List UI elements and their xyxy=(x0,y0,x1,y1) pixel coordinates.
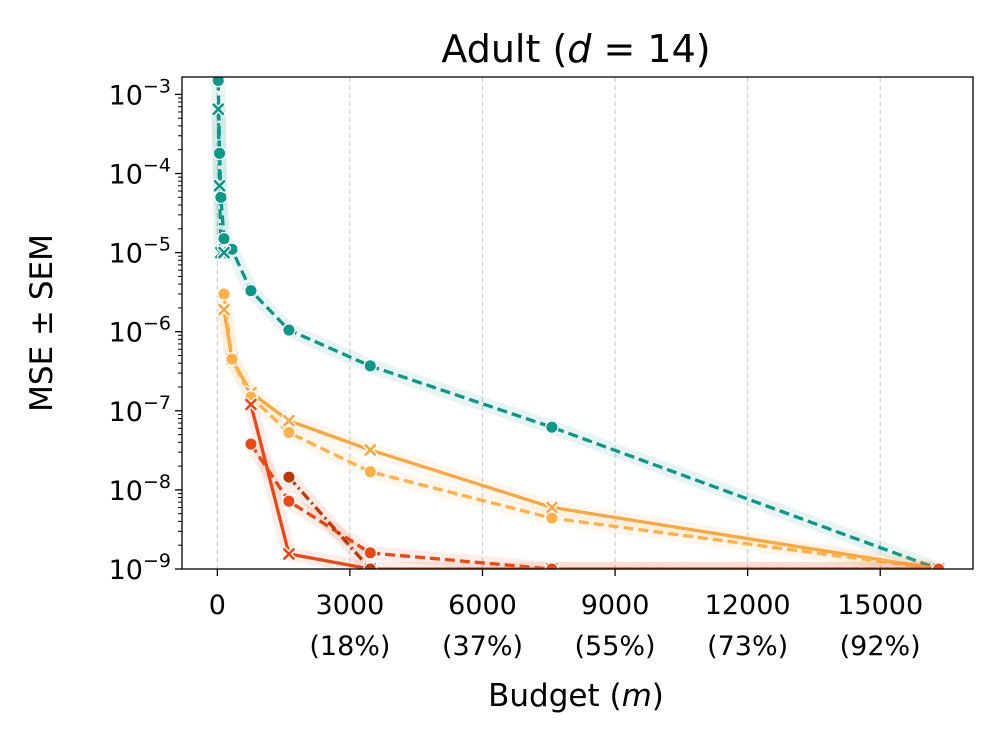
y-axis-title: MSE ± SEM xyxy=(24,234,60,412)
plot-frame xyxy=(181,76,974,570)
data-point xyxy=(282,323,296,337)
x-marker xyxy=(212,103,225,116)
x-marker xyxy=(213,179,226,192)
x-tick-label: 0 xyxy=(209,590,226,621)
data-point xyxy=(244,437,258,451)
y-tick-exponent: −9 xyxy=(143,550,171,572)
y-tick-base: 10 xyxy=(109,555,143,586)
y-tick-base: 10 xyxy=(109,160,143,191)
x-marker xyxy=(283,414,295,427)
data-point xyxy=(211,77,226,88)
title-variable: d xyxy=(567,27,592,71)
xlabel-suffix: ) xyxy=(652,678,664,714)
y-tick-base: 10 xyxy=(109,476,143,507)
x-tick-label: 6000 xyxy=(448,590,517,621)
data-point xyxy=(211,102,226,117)
x-tick-percent: (37%) xyxy=(442,631,523,662)
data-point xyxy=(363,464,378,479)
data-point xyxy=(545,420,559,435)
y-tick-exponent: −7 xyxy=(143,392,171,414)
y-tick-label: 10−9 xyxy=(109,550,171,586)
y-axis: 10−310−410−510−610−710−810−9 xyxy=(109,75,182,586)
data-point xyxy=(243,397,259,412)
x-tick-label: 9000 xyxy=(581,590,650,621)
x-axis-title: Budget (m) xyxy=(488,678,664,714)
data-point xyxy=(282,470,296,484)
data-point xyxy=(544,500,560,515)
xlabel-prefix: Budget ( xyxy=(488,678,621,714)
data-point xyxy=(363,442,378,458)
x-tick-percent: (73%) xyxy=(707,631,788,662)
x-marker xyxy=(545,501,558,514)
y-tick-label: 10−4 xyxy=(109,155,171,191)
data-point xyxy=(212,178,227,193)
y-tick-label: 10−8 xyxy=(109,471,171,507)
data-point xyxy=(225,352,239,366)
y-tick-exponent: −3 xyxy=(143,75,171,97)
title-suffix: = 14) xyxy=(591,27,710,71)
data-point xyxy=(281,413,297,428)
x-marker xyxy=(245,398,257,411)
title-prefix: Adult ( xyxy=(441,27,567,71)
y-tick-base: 10 xyxy=(109,397,143,428)
data-point xyxy=(244,283,258,298)
x-axis: 0 3000 (18%) 6000 (37%) 9000 (55%) 12000 (73%) 15… xyxy=(209,569,923,662)
data-point xyxy=(217,287,231,301)
xlabel-variable: m xyxy=(622,678,652,714)
data-point xyxy=(363,546,378,560)
y-tick-label: 10−7 xyxy=(109,392,171,428)
x-marker xyxy=(364,444,377,456)
x-tick-percent: (55%) xyxy=(575,631,656,662)
x-marker xyxy=(218,246,230,259)
data-point xyxy=(216,302,232,317)
y-tick-base: 10 xyxy=(109,80,143,111)
marker-layer xyxy=(211,77,946,569)
data-point xyxy=(281,546,297,562)
data-point xyxy=(282,425,296,440)
data-point xyxy=(363,359,378,373)
data-point xyxy=(217,231,231,246)
y-tick-exponent: −6 xyxy=(143,313,171,335)
x-tick-label: 15000 xyxy=(837,590,923,621)
chart-title: Adult (d = 14) xyxy=(441,27,710,71)
y-tick-label: 10−6 xyxy=(109,313,171,349)
y-tick-exponent: −4 xyxy=(143,155,171,177)
series-line xyxy=(249,404,939,569)
x-tick-label: 3000 xyxy=(316,590,385,621)
data-point xyxy=(545,511,559,525)
series-line xyxy=(287,476,372,569)
x-tick-percent: (18%) xyxy=(309,631,390,662)
y-tick-exponent: −5 xyxy=(143,234,171,256)
data-point xyxy=(214,190,228,205)
x-tick-percent: (92%) xyxy=(840,631,921,662)
data-point xyxy=(216,245,232,260)
y-tick-exponent: −8 xyxy=(143,471,171,493)
data-point xyxy=(212,146,227,161)
y-tick-label: 10−3 xyxy=(109,75,171,111)
x-tick-label: 12000 xyxy=(705,590,791,621)
x-marker xyxy=(218,303,230,316)
x-marker xyxy=(283,548,295,560)
y-tick-base: 10 xyxy=(109,239,143,270)
y-tick-label: 10−5 xyxy=(109,234,171,270)
y-tick-base: 10 xyxy=(109,318,143,349)
data-point xyxy=(282,494,296,509)
